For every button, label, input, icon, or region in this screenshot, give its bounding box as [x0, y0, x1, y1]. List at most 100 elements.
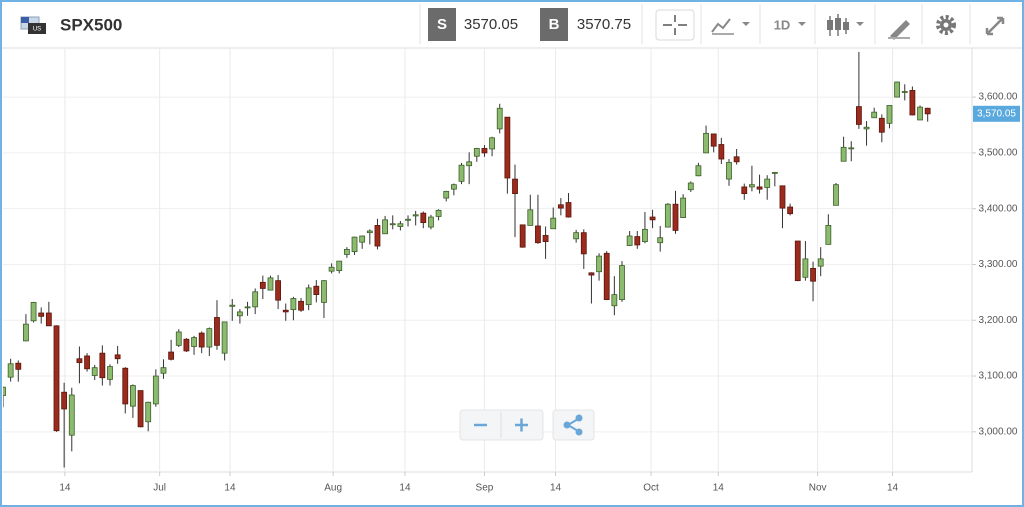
- candle-body: [359, 235, 366, 243]
- y-tick-label: 3,000.00: [979, 426, 1018, 437]
- candle-body: [466, 161, 473, 167]
- candle-body: [30, 301, 37, 322]
- sell-price[interactable]: 3570.05: [464, 16, 518, 33]
- candle-body: [817, 258, 824, 267]
- candle-body: [114, 354, 121, 360]
- y-tick-label: 3,200.00: [979, 315, 1018, 326]
- candle-body: [657, 237, 664, 244]
- candle-body: [237, 311, 243, 317]
- draw-button[interactable]: [888, 20, 910, 40]
- x-tick-label: Aug: [324, 483, 342, 494]
- candle-body: [244, 306, 251, 309]
- candle-body: [664, 203, 671, 228]
- sell-button[interactable]: [428, 8, 456, 41]
- candle-body: [405, 218, 411, 221]
- settings-button[interactable]: [936, 15, 956, 35]
- candle-body: [886, 105, 893, 124]
- candle-body: [15, 362, 22, 370]
- candle-body: [76, 358, 83, 364]
- candle-body: [733, 156, 740, 163]
- candle-body: [871, 111, 878, 119]
- y-tick-label: 3,400.00: [979, 203, 1018, 214]
- last-price-label: 3,570.05: [977, 108, 1016, 119]
- candle-body: [328, 266, 335, 272]
- candle-body: [443, 190, 450, 199]
- candle-body: [710, 133, 717, 147]
- candle-body: [542, 235, 549, 242]
- buy-button[interactable]: [540, 8, 568, 41]
- candle-body: [420, 212, 427, 224]
- sell-label[interactable]: S: [437, 16, 447, 33]
- toolbar: US SPX500 S 3570.05 B 3570.75 1D: [2, 4, 1022, 49]
- candle-body: [550, 217, 557, 230]
- candle-body: [764, 178, 771, 188]
- candle-body: [229, 304, 236, 307]
- y-tick-label: 3,100.00: [979, 371, 1018, 382]
- candle-body: [450, 184, 457, 190]
- symbol: SPX500: [60, 15, 122, 34]
- candle-body: [168, 351, 175, 360]
- zoom-controls: [459, 409, 595, 441]
- crosshair-button[interactable]: [655, 9, 695, 41]
- interval[interactable]: 1D: [774, 17, 791, 32]
- candle-body: [481, 148, 488, 154]
- candle-body: [107, 366, 113, 380]
- candle-body: [38, 312, 45, 317]
- y-tick-label: 3,600.00: [979, 92, 1018, 103]
- candle-body: [382, 219, 388, 235]
- candle-body: [901, 91, 908, 93]
- candle-body: [351, 236, 358, 253]
- x-tick-label: 14: [550, 483, 562, 494]
- candle-body: [275, 280, 282, 301]
- candle-body: [519, 224, 526, 248]
- candle-body: [84, 355, 90, 370]
- candle-body: [305, 287, 312, 306]
- candle-body: [252, 291, 259, 308]
- fullscreen-button[interactable]: [985, 16, 1005, 36]
- candle-body: [183, 338, 190, 352]
- plot-area: [3, 51, 931, 468]
- candle-body: [619, 265, 625, 301]
- y-tick-label: 3,500.00: [979, 148, 1018, 159]
- candle-body: [122, 367, 129, 405]
- candle-body: [634, 236, 641, 246]
- buy-label[interactable]: B: [549, 16, 560, 33]
- candle-body: [649, 216, 656, 221]
- candle-body: [3, 386, 6, 396]
- candle-body: [596, 255, 602, 273]
- candle-body: [611, 294, 618, 307]
- x-tick-label: 14: [59, 483, 71, 494]
- candle-body: [259, 281, 266, 289]
- candle-body: [267, 277, 274, 291]
- candle-body: [794, 240, 801, 282]
- candle-body: [779, 185, 786, 209]
- candle-body: [374, 225, 381, 247]
- candle-body: [389, 223, 396, 226]
- share-button[interactable]: [563, 414, 583, 436]
- candle-body: [137, 390, 144, 428]
- svg-text:US: US: [33, 27, 41, 33]
- candle-body: [680, 197, 687, 219]
- candle-style-button[interactable]: [827, 14, 864, 36]
- candle-body: [53, 325, 60, 432]
- grid: [3, 48, 972, 472]
- candle-body: [496, 107, 503, 130]
- candle-body: [802, 258, 809, 278]
- candle-body: [695, 165, 702, 177]
- zoom-in-button[interactable]: [515, 418, 528, 432]
- candle-body: [7, 363, 14, 378]
- candle-body: [535, 225, 541, 244]
- candle-body: [840, 146, 847, 162]
- candle-body: [512, 178, 518, 195]
- candle-body: [687, 182, 694, 191]
- candle-body: [718, 144, 725, 160]
- candle-body: [91, 367, 98, 376]
- candle-body: [672, 203, 679, 231]
- candle-body: [397, 223, 404, 227]
- candle-body: [298, 300, 304, 311]
- buy-price[interactable]: 3570.75: [577, 16, 631, 33]
- x-tick-label: 14: [713, 483, 725, 494]
- chart-type-button[interactable]: [711, 18, 750, 35]
- candle-body: [336, 260, 343, 271]
